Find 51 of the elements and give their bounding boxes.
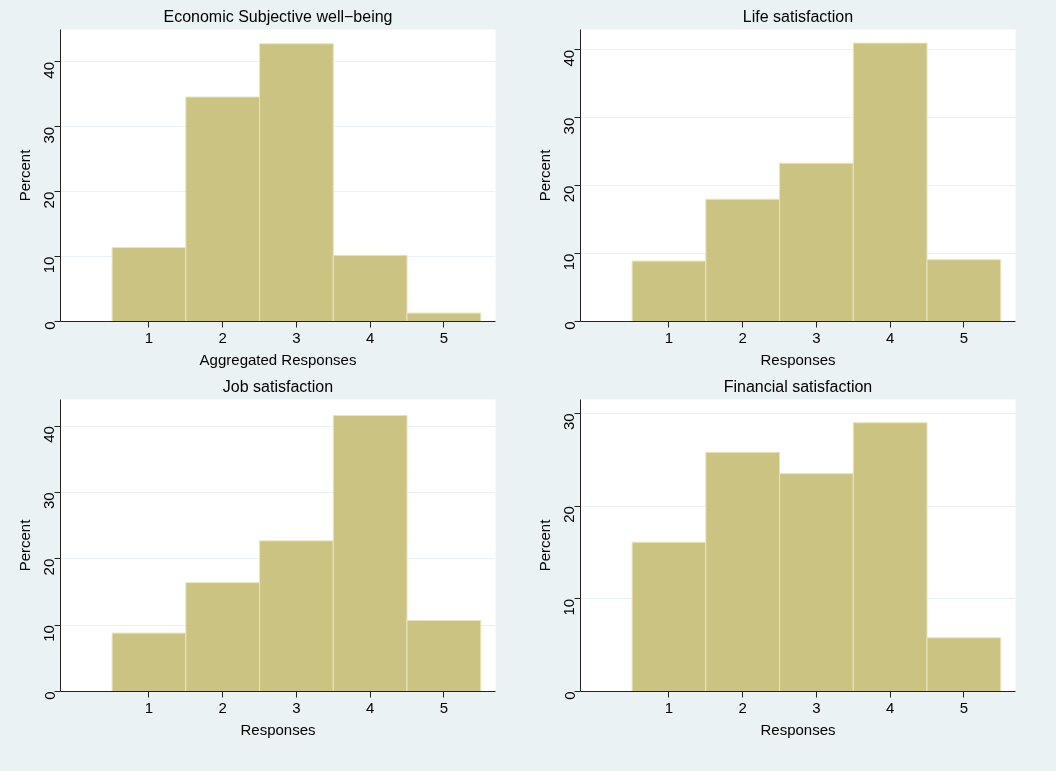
x-axis-title: Responses [240, 720, 316, 738]
y-tick-label: 10 [40, 256, 58, 274]
x-tick-label: 5 [439, 698, 449, 716]
chart-title: Job satisfaction [222, 377, 334, 395]
x-tick-label: 5 [959, 328, 969, 346]
y-axis-title: Percent [15, 518, 33, 572]
y-axis-title: Percent [535, 148, 553, 202]
x-tick-label: 1 [144, 698, 154, 716]
y-tick-label: 30 [560, 413, 578, 431]
x-tick-label: 5 [959, 698, 969, 716]
x-tick-label: 1 [144, 328, 154, 346]
y-tick-label: 0 [40, 321, 58, 330]
x-tick-label: 2 [218, 698, 227, 716]
x-axis-title: Responses [760, 350, 836, 368]
y-tick-label: 0 [40, 691, 58, 700]
chart-title: Economic Subjective well−being [163, 7, 393, 25]
x-tick-label: 4 [365, 328, 375, 346]
x-tick-label: 3 [292, 328, 301, 346]
y-axis-title: Percent [15, 148, 33, 202]
x-tick-label: 2 [738, 328, 747, 346]
y-tick-label: 10 [560, 253, 578, 271]
x-tick-label: 2 [738, 698, 747, 716]
x-tick-label: 3 [292, 698, 301, 716]
y-tick-label: 20 [40, 558, 58, 576]
y-tick-label: 40 [40, 426, 58, 443]
x-tick-label: 4 [885, 698, 895, 716]
y-tick-label: 0 [560, 321, 578, 330]
y-tick-label: 40 [560, 49, 578, 67]
x-tick-label: 4 [365, 698, 375, 716]
chart-title: Life satisfaction [742, 7, 854, 25]
y-tick-label: 30 [40, 126, 58, 144]
y-tick-label: 30 [40, 492, 58, 510]
y-tick-label: 20 [40, 191, 58, 209]
y-axis-title: Percent [535, 518, 553, 572]
chart-title: Financial satisfaction [723, 377, 873, 395]
x-tick-label: 4 [885, 328, 895, 346]
y-tick-label: 30 [560, 117, 578, 135]
x-tick-label: 5 [439, 328, 449, 346]
x-tick-label: 2 [218, 328, 227, 346]
y-tick-label: 20 [560, 506, 578, 523]
y-tick-label: 10 [560, 598, 578, 616]
x-tick-label: 3 [812, 698, 821, 716]
x-tick-label: 1 [664, 698, 674, 716]
y-tick-label: 20 [560, 185, 578, 203]
x-tick-label: 1 [664, 328, 674, 346]
x-axis-title: Responses [760, 720, 836, 738]
y-tick-label: 0 [560, 691, 578, 700]
y-tick-label: 40 [40, 61, 58, 79]
y-tick-label: 10 [40, 625, 58, 642]
x-axis-title: Aggregated Responses [199, 350, 357, 368]
x-tick-label: 3 [812, 328, 821, 346]
